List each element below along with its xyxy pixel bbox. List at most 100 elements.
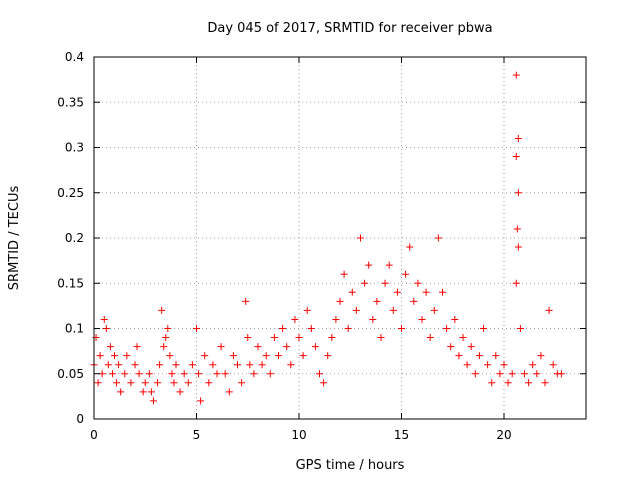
data-point	[512, 153, 520, 161]
data-point	[168, 370, 176, 378]
data-point	[529, 361, 537, 369]
data-point	[307, 325, 315, 332]
data-point	[451, 315, 459, 323]
data-point	[234, 361, 241, 369]
data-point	[262, 352, 270, 360]
data-point	[156, 361, 164, 369]
data-point	[389, 306, 397, 314]
data-point	[244, 334, 252, 342]
data-point	[332, 315, 340, 323]
data-point	[361, 279, 369, 287]
data-point	[328, 334, 336, 342]
data-point	[496, 370, 504, 378]
data-point	[373, 297, 381, 305]
data-point	[299, 352, 307, 360]
data-point	[447, 343, 455, 351]
data-point	[147, 388, 155, 396]
data-point	[336, 297, 344, 305]
data-point	[525, 379, 533, 387]
data-point	[514, 189, 522, 197]
data-point	[492, 352, 500, 360]
data-point	[135, 370, 143, 378]
data-point	[258, 361, 266, 369]
data-point	[455, 352, 463, 360]
data-point	[303, 306, 311, 314]
x-tick-label: 20	[496, 428, 511, 442]
data-point	[94, 379, 102, 387]
data-point	[102, 325, 110, 332]
data-point	[385, 261, 393, 269]
data-point	[180, 370, 188, 378]
data-point	[430, 306, 438, 314]
data-point	[340, 270, 348, 278]
data-point	[115, 361, 123, 369]
data-point	[96, 352, 104, 360]
data-point	[127, 379, 135, 387]
data-point	[139, 388, 147, 396]
data-point	[414, 279, 422, 287]
data-point	[480, 325, 487, 332]
data-point	[377, 334, 385, 342]
data-point	[106, 343, 114, 351]
data-point	[113, 379, 121, 387]
data-point	[217, 343, 225, 351]
data-point	[488, 379, 496, 387]
data-point	[541, 379, 549, 387]
x-tick-label: 15	[394, 428, 409, 442]
y-tick-label: 0.15	[57, 276, 84, 290]
data-point	[311, 343, 319, 351]
data-point	[283, 343, 291, 351]
data-point	[131, 361, 139, 369]
y-axis-label: SRMTID / TECUs	[7, 186, 22, 291]
data-point	[104, 361, 112, 369]
data-point	[324, 352, 332, 360]
data-point	[406, 243, 414, 251]
data-point	[434, 234, 442, 242]
data-point	[246, 361, 254, 369]
data-point	[512, 71, 520, 79]
data-point	[133, 343, 141, 351]
data-point	[201, 352, 209, 360]
data-point	[149, 397, 157, 405]
data-point	[123, 352, 131, 360]
x-axis-label: GPS time / hours	[296, 458, 405, 473]
data-point	[287, 361, 295, 369]
data-point	[369, 315, 377, 323]
data-point	[270, 334, 278, 342]
data-point	[557, 370, 565, 378]
data-point	[195, 370, 203, 378]
data-point	[320, 379, 328, 387]
data-point	[111, 352, 118, 360]
data-point	[172, 361, 180, 369]
data-point	[393, 288, 401, 296]
y-tick-label: 0.25	[57, 186, 84, 200]
data-point	[357, 234, 364, 242]
data-point	[467, 343, 475, 351]
data-point	[176, 388, 184, 396]
plot-frame	[93, 56, 587, 420]
data-point	[504, 379, 512, 387]
data-point	[439, 288, 446, 296]
data-point	[402, 270, 410, 278]
data-point	[188, 361, 196, 369]
data-point	[141, 379, 149, 387]
data-point	[291, 315, 299, 323]
data-point	[242, 297, 250, 305]
data-point	[209, 361, 217, 369]
data-point	[533, 370, 541, 378]
data-point	[117, 388, 125, 396]
data-point	[484, 361, 492, 369]
data-point	[162, 334, 170, 342]
data-point	[352, 306, 360, 314]
data-point	[514, 243, 522, 251]
y-tick-label: 0.05	[57, 367, 84, 381]
data-point	[121, 370, 129, 378]
data-point	[193, 325, 200, 332]
y-tick-label: 0.2	[65, 231, 84, 245]
y-tick-label: 0	[76, 412, 84, 426]
data-points	[90, 71, 565, 405]
data-point	[426, 334, 434, 342]
data-point	[197, 397, 205, 405]
data-point	[108, 370, 116, 378]
